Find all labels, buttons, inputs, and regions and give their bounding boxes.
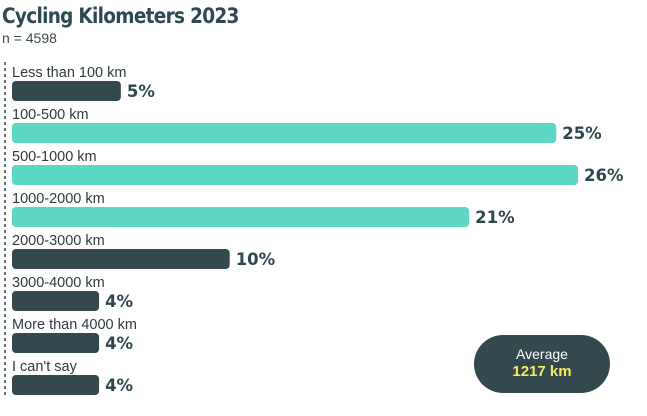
category-label: 100-500 km — [12, 107, 89, 123]
value-label: 5% — [127, 82, 155, 101]
bar — [12, 249, 230, 269]
value-label: 26% — [584, 166, 624, 185]
value-label: 21% — [475, 208, 515, 227]
bar — [12, 165, 578, 185]
category-label: Less than 100 km — [12, 65, 126, 81]
category-label: 500-1000 km — [12, 149, 97, 165]
bar — [12, 375, 100, 395]
value-label: 10% — [236, 250, 276, 269]
bar — [12, 291, 100, 311]
bar — [12, 123, 557, 143]
bar — [12, 207, 470, 227]
bar — [12, 333, 100, 353]
bar — [12, 81, 121, 101]
average-label: Average — [516, 346, 568, 362]
category-label: 1000-2000 km — [12, 191, 105, 207]
chart-subtitle: n = 4598 — [2, 30, 57, 46]
value-label: 4% — [105, 376, 133, 395]
category-label: More than 4000 km — [12, 317, 137, 333]
category-label: 2000-3000 km — [12, 233, 105, 249]
value-label: 25% — [562, 124, 602, 143]
category-label: 3000-4000 km — [12, 275, 105, 291]
value-label: 4% — [105, 334, 133, 353]
average-badge: Average 1217 km — [474, 335, 610, 393]
chart-title: Cycling Kilometers 2023 — [2, 4, 239, 28]
category-label: I can't say — [12, 359, 78, 375]
value-label: 4% — [105, 292, 133, 311]
average-value: 1217 km — [512, 363, 572, 380]
